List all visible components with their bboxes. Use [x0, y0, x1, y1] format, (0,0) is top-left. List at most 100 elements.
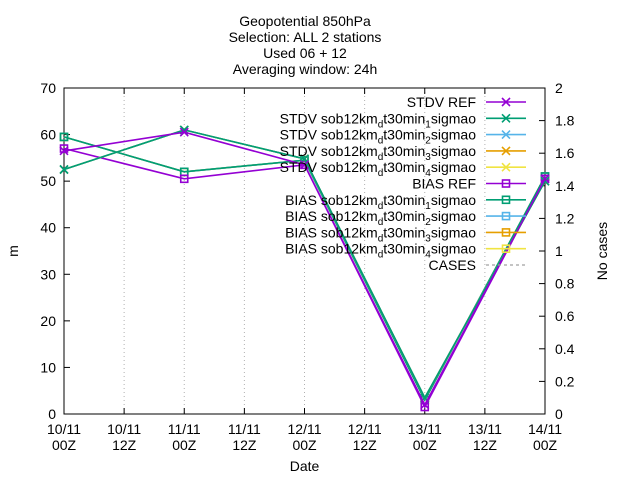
legend-text: STDV REF: [407, 94, 476, 110]
title-line: Averaging window: 24h: [233, 61, 378, 77]
x-tick-label: 10/11: [107, 421, 141, 437]
legend-subscript: d: [378, 168, 384, 179]
y-tick-label: 40: [40, 220, 56, 236]
legend-text: BIAS sob12km: [285, 224, 378, 240]
legend-text: sigmao: [431, 224, 476, 240]
y-tick-label: 30: [40, 266, 56, 282]
legend-marker: [501, 179, 511, 188]
x-tick-label: 11/11: [168, 421, 201, 437]
data-point: [59, 144, 69, 153]
legend-item: STDV sob12kmdt30min2sigmao: [280, 127, 526, 147]
y2-tick-label: 1.6: [555, 145, 575, 161]
y2-axis-label: No cases: [594, 222, 610, 280]
legend-text: sigmao: [431, 127, 476, 143]
legend-item: BIAS sob12kmdt30min1sigmao: [285, 192, 526, 212]
legend-marker: [501, 195, 511, 205]
legend-item: STDV sob12kmdt30min4sigmao: [280, 159, 526, 179]
x-tick-label: 10/11: [47, 421, 81, 437]
legend-subscript: 1: [425, 119, 431, 130]
x-tick-label: 12Z: [353, 437, 378, 453]
x-tick-label: 12/11: [348, 421, 382, 437]
legend-subscript: d: [378, 152, 384, 163]
legend-marker: [501, 244, 511, 253]
legend-label: STDV REF: [407, 94, 476, 110]
legend-subscript: 4: [425, 168, 431, 179]
legend-text: BIAS sob12km: [285, 241, 378, 257]
legend-item: STDV REF: [407, 94, 526, 110]
x-tick-label: 11/11: [228, 421, 261, 437]
data-point: [59, 164, 69, 175]
x-tick-label: 12Z: [112, 437, 137, 453]
x-tick-label: 12Z: [232, 437, 257, 453]
legend-label: BIAS REF: [412, 176, 476, 192]
data-point: [179, 174, 189, 184]
y2-tick-label: 0.6: [555, 308, 575, 324]
legend-label: STDV sob12kmdt30min1sigmao: [280, 110, 477, 130]
x-tick-label: 00Z: [413, 437, 438, 453]
legend-subscript: 2: [425, 136, 431, 147]
x-tick-label: 13/11: [408, 421, 442, 437]
legend-text: STDV sob12km: [280, 159, 378, 175]
legend-marker: [501, 228, 511, 237]
legend-text: sigmao: [431, 241, 476, 257]
legend-label: STDV sob12kmdt30min2sigmao: [280, 127, 477, 147]
legend-subscript: 3: [425, 233, 431, 244]
legend-text: t30min: [383, 192, 425, 208]
legend-text: BIAS sob12km: [285, 192, 378, 208]
x-tick-label: 12/11: [288, 421, 322, 437]
y-tick-label: 60: [40, 127, 56, 143]
legend-text: t30min: [383, 127, 425, 143]
title-line: Geopotential 850hPa: [239, 13, 371, 29]
legend-item: STDV sob12kmdt30min3sigmao: [280, 143, 526, 163]
legend-text: t30min: [383, 241, 425, 257]
legend-item: BIAS sob12kmdt30min4sigmao: [285, 241, 526, 261]
y-tick-label: 20: [40, 313, 56, 329]
legend-marker: [501, 113, 511, 123]
y2-tick-label: 1: [555, 243, 563, 259]
legend-text: BIAS REF: [412, 176, 476, 192]
title-line: Used 06 + 12: [263, 45, 347, 61]
x-tick-label: 00Z: [292, 437, 317, 453]
legend-text: t30min: [383, 159, 425, 175]
legend-text: sigmao: [431, 192, 476, 208]
legend-text: STDV sob12km: [280, 127, 378, 143]
legend-text: sigmao: [431, 110, 476, 126]
legend-text: sigmao: [431, 208, 476, 224]
legend-text: CASES: [429, 257, 476, 273]
legend-subscript: d: [378, 233, 384, 244]
legend-text: BIAS sob12km: [285, 208, 378, 224]
y-tick-label: 70: [40, 80, 56, 96]
legend-text: t30min: [383, 208, 425, 224]
data-point: [540, 174, 550, 184]
legend-marker: [501, 130, 511, 140]
y-tick-label: 50: [40, 173, 56, 189]
legend-label: CASES: [429, 257, 476, 273]
legend-item: BIAS REF: [412, 176, 526, 192]
legend-text: t30min: [383, 143, 425, 159]
legend-marker: [501, 211, 511, 221]
legend-subscript: 4: [425, 250, 431, 261]
legend-subscript: 2: [425, 217, 431, 228]
legend-text: t30min: [383, 110, 425, 126]
legend-label: STDV sob12kmdt30min3sigmao: [280, 143, 477, 163]
legend-subscript: d: [378, 250, 384, 261]
legend-subscript: 1: [425, 201, 431, 212]
x-tick-label: 14/11: [528, 421, 562, 437]
data-point: [179, 127, 189, 137]
data-point: [420, 400, 430, 410]
x-tick-label: 12Z: [473, 437, 498, 453]
x-axis-ticks: 10/1100Z10/1112Z11/1100Z11/1112Z12/1100Z…: [47, 88, 562, 453]
y2-tick-label: 0.4: [555, 341, 575, 357]
legend-subscript: d: [378, 136, 384, 147]
y-axis-ticks: 0 10 20 30 40 50 60 70: [40, 80, 70, 422]
legend-item: BIAS sob12kmdt30min2sigmao: [285, 208, 526, 228]
series-layer: [59, 125, 550, 412]
legend-label: BIAS sob12kmdt30min2sigmao: [285, 208, 476, 228]
legend-item: STDV sob12kmdt30min1sigmao: [280, 110, 526, 130]
legend-marker: [501, 162, 511, 172]
legend-marker: [501, 97, 511, 107]
legend-item: CASES: [429, 257, 526, 273]
legend-subscript: d: [378, 119, 384, 130]
